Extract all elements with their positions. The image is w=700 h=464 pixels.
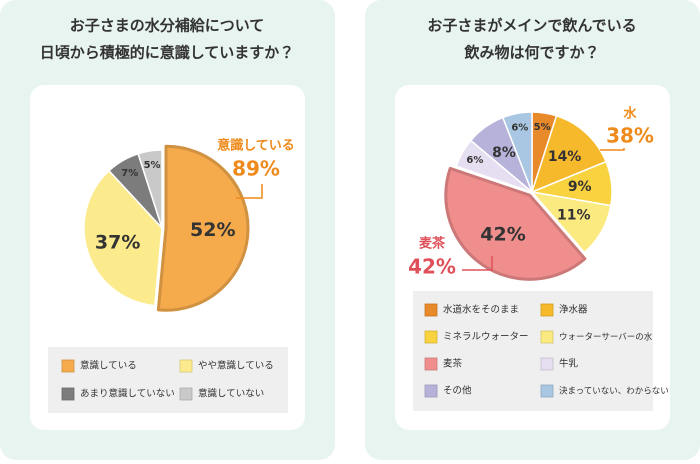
panel-title: お子さまがメインで飲んでいる (427, 17, 636, 35)
legend-swatch (424, 330, 438, 344)
legend-label: ウォーターサーバーの水 (559, 332, 653, 343)
pie-slice (156, 144, 250, 312)
legend-label: 決まっていない、わからない (559, 386, 669, 397)
legend-swatch (540, 357, 554, 371)
slice-label: 6% (466, 155, 483, 166)
slice-label: 37% (95, 232, 140, 254)
slice-label: 5% (144, 160, 161, 171)
callout-line (600, 148, 625, 151)
slice-label: 52% (190, 219, 235, 241)
slice-label: 8% (492, 145, 516, 161)
callout-value: 42% (408, 255, 456, 279)
legend-swatch (424, 357, 438, 371)
slice-label: 6% (511, 123, 528, 134)
pie-slice (531, 115, 607, 193)
legend-swatch (179, 359, 193, 373)
legend-swatch (61, 387, 75, 401)
callout-label: 水 (622, 106, 637, 122)
slice-label: 11% (557, 208, 591, 224)
legend-label: 麦茶 (443, 358, 463, 370)
slice-label: 7% (121, 168, 138, 179)
panel-title: お子さまの水分補給について (70, 17, 265, 35)
legend-label: あまり意識していない (80, 388, 175, 400)
pie-slice (531, 191, 612, 254)
legend-label: 意識している (80, 360, 137, 372)
callout-label: 麦茶 (419, 236, 446, 252)
slice-label: 42% (480, 224, 525, 246)
legend-label: その他 (443, 385, 472, 397)
legend-label: 牛乳 (559, 358, 579, 370)
pie-slice (83, 169, 163, 307)
callout-label: 意識している (217, 138, 295, 154)
legend-label: ミネラルウォーター (443, 332, 529, 343)
pie-slice (444, 166, 587, 281)
right-legend-box (413, 291, 653, 411)
legend-swatch (61, 359, 75, 373)
legend-swatch (540, 330, 554, 344)
slice-label: 5% (534, 122, 551, 133)
legend-swatch (540, 384, 554, 398)
callout-line (462, 256, 493, 271)
pie-slice (502, 111, 533, 193)
callout-value: 89% (232, 157, 280, 181)
legend-swatch (424, 384, 438, 398)
legend-label: 浄水器 (559, 304, 588, 316)
legend-label: やや意識している (198, 360, 274, 372)
legend-label: 意識していない (198, 388, 264, 400)
legend-swatch (424, 303, 438, 317)
callout-line (236, 184, 263, 199)
legend-label: 水道水をそのまま (443, 304, 519, 316)
pie-slice (137, 149, 163, 229)
legend-swatch (540, 303, 554, 317)
slice-label: 9% (568, 179, 592, 195)
legend-swatch (179, 387, 193, 401)
left-legend-box (48, 347, 288, 413)
panel-title: 日頃から積極的に意識していますか？ (40, 44, 295, 62)
panel-title: 飲み物は何ですか？ (463, 44, 599, 62)
callout-value: 38% (606, 124, 654, 148)
slice-label: 14% (548, 149, 582, 165)
